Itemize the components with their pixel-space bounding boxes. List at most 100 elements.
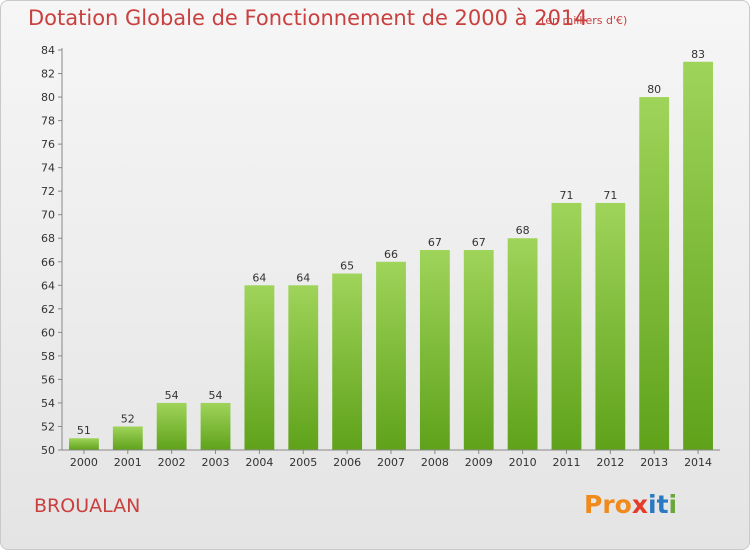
x-tick-label: 2005 <box>289 456 317 469</box>
x-tick: 2010 <box>509 450 537 469</box>
bar-value-label: 54 <box>165 389 179 402</box>
x-tick-label: 2011 <box>552 456 580 469</box>
x-tick: 2012 <box>596 450 624 469</box>
logo-letter: x <box>631 490 648 519</box>
y-tick-label: 66 <box>41 256 55 269</box>
y-tick: 76 <box>41 138 62 151</box>
x-tick-label: 2004 <box>245 456 273 469</box>
bar <box>332 273 363 450</box>
x-tick: 2008 <box>421 450 449 469</box>
y-tick-label: 50 <box>41 444 55 457</box>
bar <box>419 250 450 450</box>
x-tick: 2013 <box>640 450 668 469</box>
y-tick: 72 <box>41 185 62 198</box>
x-tick-label: 2013 <box>640 456 668 469</box>
bar-value-label: 54 <box>209 389 223 402</box>
x-tick: 2009 <box>465 450 493 469</box>
x-tick: 2000 <box>70 450 98 469</box>
y-tick-label: 80 <box>41 91 55 104</box>
bar-value-label: 67 <box>472 236 486 249</box>
y-tick: 52 <box>41 420 62 433</box>
y-tick-label: 60 <box>41 326 55 339</box>
bar <box>244 285 275 450</box>
bar-value-label: 52 <box>121 412 135 425</box>
y-tick: 64 <box>41 279 62 292</box>
bar <box>595 202 626 450</box>
logo-letter: o <box>614 490 632 519</box>
y-tick-label: 76 <box>41 138 55 151</box>
bar <box>288 285 319 450</box>
y-tick: 82 <box>41 68 62 81</box>
y-tick-label: 82 <box>41 68 55 81</box>
y-tick-label: 70 <box>41 209 55 222</box>
commune-name: BROUALAN <box>34 495 141 517</box>
bar <box>639 97 670 450</box>
bar-value-label: 67 <box>428 236 442 249</box>
bar <box>69 438 99 450</box>
bar-value-label: 83 <box>691 48 705 61</box>
bar <box>507 238 538 450</box>
x-tick-label: 2003 <box>202 456 230 469</box>
logo-letter: i <box>668 490 678 519</box>
x-tick: 2001 <box>114 450 142 469</box>
chart-title: Dotation Globale de Fonctionnement de 20… <box>28 6 588 30</box>
y-tick-label: 64 <box>41 279 55 292</box>
bar-value-label: 66 <box>384 248 398 261</box>
logo-letter: r <box>602 490 615 519</box>
x-tick-label: 2000 <box>70 456 98 469</box>
y-tick-label: 54 <box>41 397 55 410</box>
bar-value-label: 64 <box>252 271 266 284</box>
bar-value-label: 80 <box>647 83 661 96</box>
bar <box>463 250 494 450</box>
y-tick: 54 <box>41 397 62 410</box>
bar-value-label: 71 <box>603 189 617 202</box>
y-tick: 56 <box>41 373 62 386</box>
bar-value-label: 71 <box>559 189 573 202</box>
y-tick: 50 <box>41 444 62 457</box>
y-tick-label: 72 <box>41 185 55 198</box>
logo-letter: i <box>648 490 657 519</box>
x-tick: 2003 <box>202 450 230 469</box>
x-tick-label: 2010 <box>509 456 537 469</box>
y-tick-label: 74 <box>41 162 55 175</box>
bar <box>683 61 713 450</box>
x-tick-label: 2007 <box>377 456 405 469</box>
x-tick: 2004 <box>245 450 273 469</box>
y-tick-label: 52 <box>41 420 55 433</box>
bar-value-label: 68 <box>516 224 530 237</box>
x-tick: 2006 <box>333 450 361 469</box>
x-tick-label: 2008 <box>421 456 449 469</box>
y-tick-label: 56 <box>41 373 55 386</box>
bar-value-label: 64 <box>296 271 310 284</box>
proxiti-logo: Proxiti <box>584 490 677 519</box>
bar <box>156 402 187 450</box>
x-tick-label: 2006 <box>333 456 361 469</box>
y-tick: 84 <box>41 44 62 57</box>
y-tick: 62 <box>41 303 62 316</box>
bar <box>200 402 231 450</box>
y-tick: 58 <box>41 350 62 363</box>
y-tick-label: 78 <box>41 115 55 128</box>
x-tick-label: 2009 <box>465 456 493 469</box>
bar-value-label: 65 <box>340 260 354 273</box>
x-tick: 2002 <box>158 450 186 469</box>
x-tick: 2007 <box>377 450 405 469</box>
logo-letter: t <box>656 490 669 519</box>
y-tick: 60 <box>41 326 62 339</box>
x-tick-label: 2014 <box>684 456 712 469</box>
bar <box>376 261 406 450</box>
y-tick: 68 <box>41 232 62 245</box>
x-tick-label: 2012 <box>596 456 624 469</box>
chart-subtitle: (en milliers d'€) <box>541 14 628 27</box>
x-tick: 2005 <box>289 450 317 469</box>
y-tick-label: 68 <box>41 232 55 245</box>
x-tick-label: 2002 <box>158 456 186 469</box>
logo-letter: P <box>584 490 603 519</box>
y-tick: 80 <box>41 91 62 104</box>
y-tick-label: 58 <box>41 350 55 363</box>
y-tick: 66 <box>41 256 62 269</box>
bar-value-label: 51 <box>77 424 91 437</box>
x-tick: 2014 <box>684 450 712 469</box>
y-tick-label: 62 <box>41 303 55 316</box>
